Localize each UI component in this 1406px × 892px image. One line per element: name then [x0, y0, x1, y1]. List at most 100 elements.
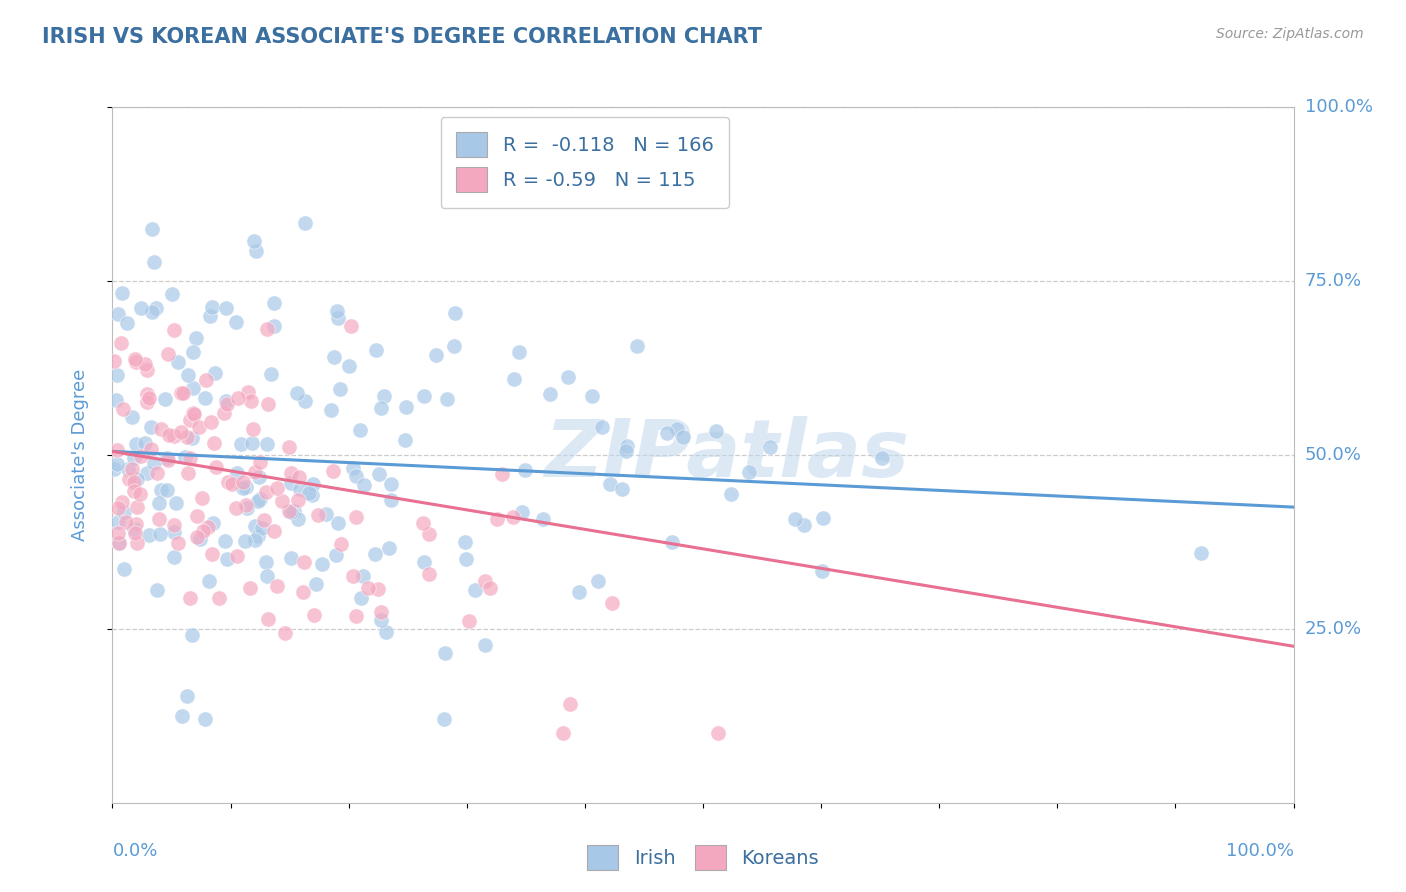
Point: [125, 472, 148, 486]
Point: [122, 483, 145, 498]
Point: [169, 385, 191, 400]
Point: [349, 424, 371, 438]
Point: [160, 286, 183, 301]
Point: [226, 549, 249, 563]
Point: [167, 535, 190, 549]
Point: [145, 583, 167, 598]
Point: [357, 581, 380, 595]
Point: [256, 322, 278, 336]
Point: [811, 510, 834, 524]
Point: [124, 525, 146, 540]
Point: [117, 461, 139, 475]
Point: [107, 526, 129, 541]
Point: [245, 244, 267, 258]
Point: [194, 373, 217, 387]
Point: [280, 551, 302, 566]
Point: [150, 422, 173, 436]
Point: [263, 524, 285, 538]
Point: [240, 436, 263, 450]
Point: [225, 501, 247, 516]
Point: [157, 347, 180, 361]
Legend: Irish, Koreans: Irish, Koreans: [579, 838, 827, 878]
Point: [205, 460, 228, 475]
Point: [250, 521, 273, 535]
Point: [163, 525, 186, 540]
Point: [245, 465, 267, 479]
Point: [217, 475, 239, 489]
Point: [183, 381, 205, 395]
Point: [342, 461, 364, 475]
Point: [148, 526, 170, 541]
Point: [193, 524, 215, 538]
Point: [249, 491, 271, 506]
Point: [170, 425, 193, 440]
Point: [352, 569, 374, 583]
Point: [288, 470, 311, 484]
Point: [378, 541, 401, 556]
Point: [108, 535, 131, 549]
Point: [236, 384, 259, 399]
Point: [141, 442, 163, 457]
Text: 75.0%: 75.0%: [1305, 272, 1362, 290]
Point: [176, 690, 198, 704]
Point: [200, 415, 222, 429]
Point: [311, 558, 333, 572]
Point: [215, 301, 238, 315]
Point: [738, 465, 761, 479]
Point: [508, 345, 530, 359]
Point: [287, 512, 309, 526]
Point: [260, 367, 283, 381]
Point: [215, 552, 238, 566]
Point: [201, 300, 224, 314]
Point: [294, 394, 316, 409]
Point: [436, 392, 458, 406]
Point: [188, 419, 211, 434]
Point: [342, 569, 364, 583]
Point: [616, 439, 638, 453]
Point: [263, 318, 285, 333]
Point: [111, 285, 134, 300]
Point: [214, 534, 236, 549]
Point: [510, 505, 533, 519]
Point: [270, 493, 292, 508]
Point: [245, 533, 267, 548]
Point: [337, 359, 360, 373]
Point: [134, 435, 156, 450]
Point: [125, 437, 148, 451]
Point: [112, 505, 135, 519]
Point: [186, 530, 208, 544]
Point: [283, 504, 305, 518]
Point: [277, 440, 299, 454]
Point: [614, 443, 637, 458]
Point: [285, 386, 308, 401]
Point: [329, 537, 352, 551]
Point: [591, 420, 613, 434]
Point: [131, 449, 153, 463]
Point: [307, 508, 329, 522]
Text: 100.0%: 100.0%: [1305, 98, 1372, 116]
Point: [257, 397, 280, 411]
Point: [179, 413, 201, 427]
Point: [366, 343, 388, 357]
Point: [783, 511, 806, 525]
Point: [367, 467, 389, 481]
Point: [107, 515, 129, 529]
Point: [179, 591, 201, 606]
Point: [127, 535, 149, 549]
Point: [657, 425, 679, 440]
Point: [340, 319, 363, 334]
Point: [288, 482, 311, 496]
Point: [515, 463, 537, 477]
Point: [418, 566, 440, 581]
Point: [136, 387, 159, 401]
Point: [586, 574, 609, 588]
Point: [444, 306, 467, 320]
Point: [129, 301, 152, 316]
Point: [380, 477, 402, 491]
Point: [118, 472, 141, 486]
Point: [707, 726, 730, 740]
Point: [186, 331, 208, 345]
Point: [380, 493, 402, 508]
Text: ZIPatlas: ZIPatlas: [544, 416, 910, 494]
Point: [190, 491, 212, 505]
